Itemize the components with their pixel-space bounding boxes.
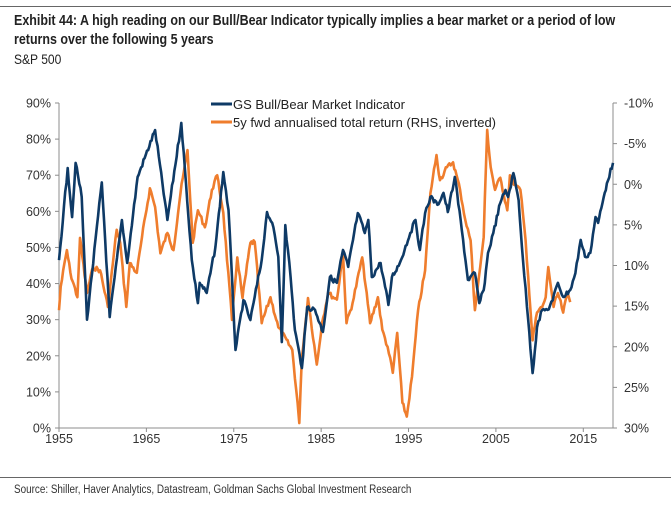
axes: 0% 10% 20% 30% 40% 50% 60% 70% 80% 90% -10% -5% 0% 5%… [26, 97, 653, 447]
right-tick-label: 5% [624, 218, 642, 232]
right-tick-label: -5% [624, 137, 646, 151]
series-line-5y-fwd-return [57, 128, 572, 425]
left-tick-label: 40% [26, 277, 51, 291]
right-tick-label: 20% [624, 340, 649, 354]
left-tick-label: 60% [26, 205, 51, 219]
right-tick-label: 30% [624, 422, 649, 436]
x-tick-label: 1985 [307, 432, 335, 446]
legend-label-bull-bear: GS Bull/Bear Market Indicator [233, 97, 406, 112]
left-tick-label: 30% [26, 313, 51, 327]
right-tick-label: 15% [624, 300, 649, 314]
chart-subtitle: S&P 500 [14, 51, 62, 67]
x-tick-label: 1955 [45, 432, 73, 446]
left-tick-label: 80% [26, 133, 51, 147]
top-rule [0, 6, 671, 7]
right-tick-label: 0% [624, 178, 642, 192]
chart-title-line-1: Exhibit 44: A high reading on our Bull/B… [14, 13, 616, 29]
right-tick-label: 10% [624, 259, 649, 273]
legend-label-5y-return: 5y fwd annualised total return (RHS, inv… [233, 115, 496, 130]
left-tick-label: 20% [26, 349, 51, 363]
x-tick-label: 2005 [482, 432, 510, 446]
left-tick-label: 10% [26, 385, 51, 399]
legend: GS Bull/Bear Market Indicator 5y fwd ann… [211, 97, 496, 130]
chart-title: Exhibit 44: A high reading on our Bull/B… [14, 12, 616, 50]
left-tick-label: 90% [26, 97, 51, 111]
left-tick-label: 70% [26, 169, 51, 183]
x-tick-label: 1975 [220, 432, 248, 446]
x-tick-label: 1965 [132, 432, 160, 446]
bottom-rule [0, 477, 671, 478]
x-tick-label: 2015 [569, 432, 597, 446]
right-tick-label: 25% [624, 381, 649, 395]
x-tick-label: 1995 [395, 432, 423, 446]
left-tick-label: 0% [33, 422, 51, 436]
right-tick-label: -10% [624, 97, 653, 111]
source-note: Source: Shiller, Haver Analytics, Datast… [14, 484, 412, 496]
series-line-bull-bear-indicator [57, 121, 615, 375]
chart-title-line-2: returns over the following 5 years [14, 32, 214, 48]
series-layer [57, 121, 615, 425]
left-tick-label: 50% [26, 241, 51, 255]
